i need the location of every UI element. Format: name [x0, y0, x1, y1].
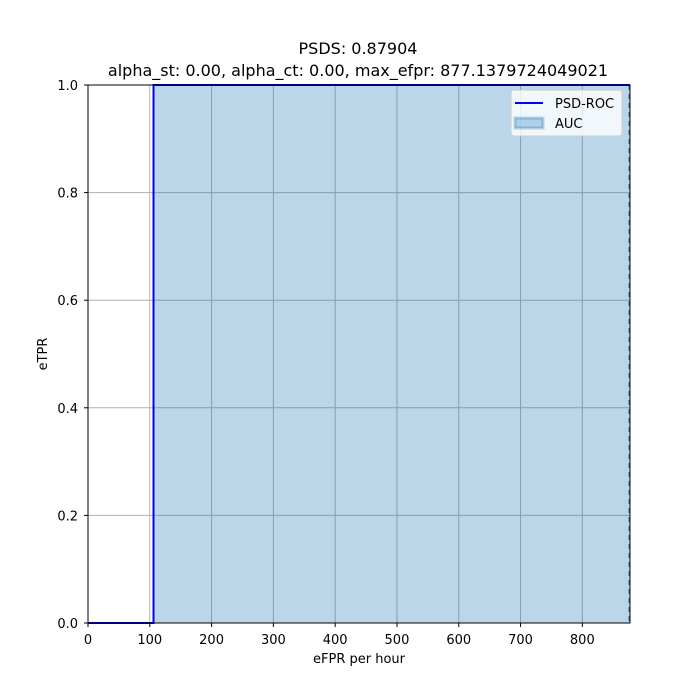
chart-title: PSDS: 0.87904 — [299, 39, 418, 58]
x-tick-label: 0 — [84, 633, 92, 648]
legend-auc-swatch — [513, 116, 545, 130]
y-axis-label: eTPR — [36, 338, 51, 371]
y-tick-label: 0.2 — [57, 509, 78, 524]
plot-frame — [87, 84, 631, 624]
auc-area-layer — [153, 85, 630, 623]
y-tick-label: 0.4 — [57, 402, 78, 417]
y-tick-label: 0.0 — [57, 617, 78, 632]
x-tick-label: 300 — [261, 633, 286, 648]
x-axis-label: eFPR per hour — [313, 652, 406, 667]
x-tick-label: 500 — [385, 633, 410, 648]
x-tick-label: 100 — [137, 633, 162, 648]
x-axis-ticks: 0 100 200 300 400 500 600 700 800 — [84, 623, 595, 648]
y-axis-ticks: 0.0 0.2 0.4 0.6 0.8 1.0 — [57, 79, 88, 632]
x-tick-label: 600 — [446, 633, 471, 648]
auc-area — [153, 85, 630, 623]
legend-box — [510, 89, 623, 137]
legend-psd-roc-label: PSD-ROC — [555, 97, 614, 112]
x-tick-label: 700 — [508, 633, 533, 648]
y-tick-label: 0.8 — [57, 187, 78, 202]
y-tick-label: 0.6 — [57, 294, 78, 309]
x-tick-label: 800 — [570, 633, 595, 648]
legend: PSD-ROC AUC — [510, 89, 623, 137]
grid-lines — [88, 85, 630, 623]
legend-auc-label: AUC — [555, 117, 583, 132]
chart-subtitle: alpha_st: 0.00, alpha_ct: 0.00, max_efpr… — [108, 61, 608, 81]
x-tick-label: 400 — [323, 633, 348, 648]
x-tick-label: 200 — [199, 633, 224, 648]
y-tick-label: 1.0 — [57, 79, 78, 94]
